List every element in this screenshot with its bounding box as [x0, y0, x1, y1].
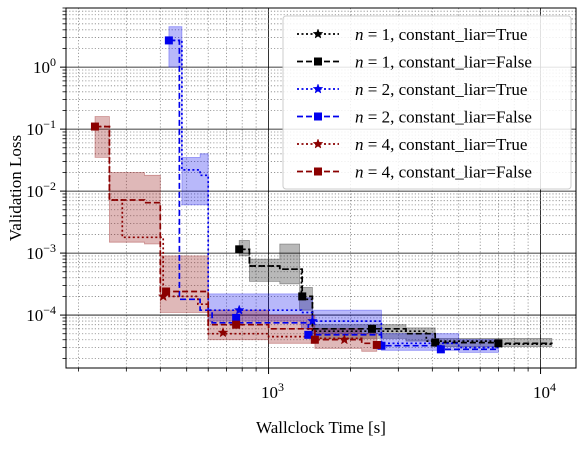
- legend-label: n = 2, constant_liar=True: [355, 80, 527, 99]
- series-line: [95, 125, 378, 345]
- square-marker: [298, 292, 307, 301]
- legend-label: n = 1, constant_liar=True: [355, 25, 527, 44]
- star-marker: [338, 333, 350, 345]
- square-marker: [162, 287, 171, 296]
- square-marker: [235, 245, 244, 254]
- star-marker: [233, 304, 245, 315]
- star-marker: [217, 326, 229, 338]
- square-marker: [232, 313, 241, 322]
- legend-label: n = 2, constant_liar=False: [355, 108, 532, 127]
- square-marker: [372, 340, 381, 349]
- series-line: [168, 39, 500, 349]
- y-tick-label: 10−3: [26, 241, 56, 263]
- square-marker: [377, 341, 386, 350]
- square-marker: [90, 122, 99, 131]
- square-marker: [436, 345, 445, 354]
- x-tick-label: 104: [533, 380, 556, 402]
- square-marker: [232, 320, 241, 329]
- x-tick-label: 103: [261, 380, 284, 402]
- series-markers: [90, 36, 503, 354]
- legend-star-marker: [312, 83, 324, 94]
- series-line: [168, 39, 499, 351]
- square-marker: [494, 339, 503, 348]
- legend-label: n = 1, constant_liar=False: [355, 53, 532, 72]
- legend-star-marker: [312, 138, 324, 149]
- y-tick-label: 10−4: [26, 303, 56, 325]
- plot-frame: [65, 7, 577, 369]
- y-tick-label: 10−2: [26, 179, 56, 201]
- y-tick-label: 10−1: [26, 117, 56, 139]
- axis-ticks: 103 104 10−4 10−3 10−2 10−1 100: [26, 7, 556, 402]
- square-marker: [310, 335, 319, 344]
- y-axis-label: Validation Loss: [6, 135, 25, 241]
- star-marker: [307, 315, 318, 326]
- legend-star-marker: [312, 28, 324, 39]
- square-marker: [367, 324, 376, 333]
- legend-label: n = 4, constant_liar=True: [355, 135, 527, 154]
- legend-box: [282, 15, 572, 190]
- legend-square-marker: [314, 57, 322, 66]
- square-marker: [431, 338, 440, 347]
- legend-square-marker: [314, 167, 322, 176]
- legend-label: n = 4, constant_liar=False: [355, 163, 532, 182]
- legend-square-marker: [314, 112, 322, 121]
- square-marker: [304, 330, 313, 339]
- y-tick-label: 100: [33, 55, 56, 77]
- square-marker: [164, 36, 173, 45]
- x-axis-label: Wallclock Time [s]: [256, 418, 386, 437]
